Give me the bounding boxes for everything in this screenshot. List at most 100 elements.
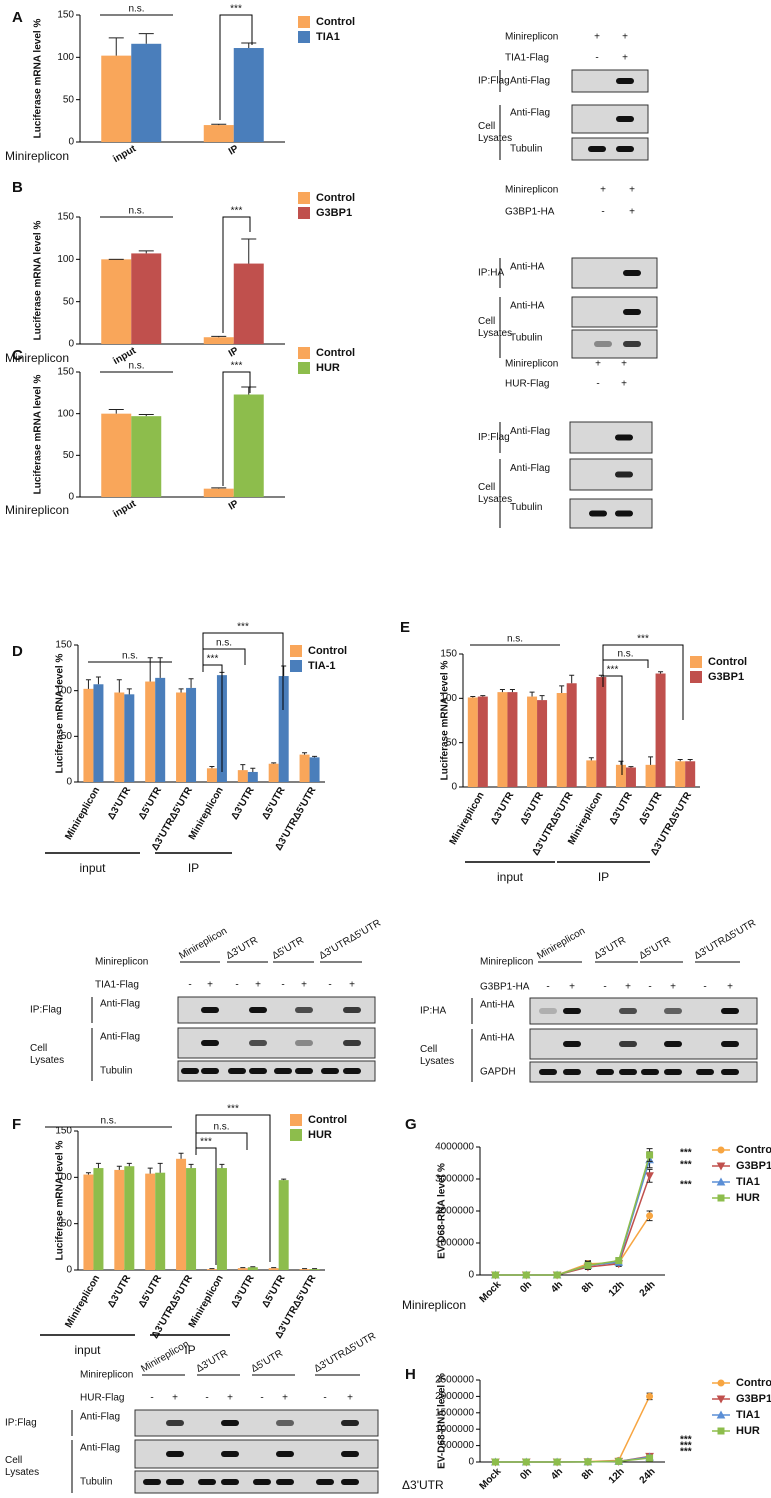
bar [155, 677, 166, 782]
x-tick-label: Δ5'UTR [637, 790, 665, 827]
x-tick-label: Δ5'UTR [260, 785, 288, 822]
bar [299, 1269, 310, 1270]
blot-band [201, 1040, 219, 1046]
blot-band [616, 116, 634, 122]
bar [309, 1269, 320, 1270]
antibody-label: Anti-Flag [100, 999, 140, 1010]
blot-band [249, 1068, 267, 1074]
sign: + [255, 980, 261, 991]
significance-bracket [195, 1114, 271, 1262]
blot-membrane [569, 458, 653, 491]
antibody-label: Anti-Flag [80, 1443, 120, 1454]
group-label: input [497, 870, 524, 884]
error-bar [178, 688, 184, 693]
group-label: Lysates [478, 494, 512, 505]
group-label: IP:Flag [5, 1418, 37, 1429]
bar [131, 416, 162, 497]
blot-band [166, 1479, 184, 1485]
significance-bracket [202, 632, 284, 710]
error-bar [178, 1152, 184, 1159]
error-bar [211, 487, 227, 489]
bar [203, 125, 234, 142]
marker [491, 1271, 499, 1279]
marker [615, 1257, 623, 1265]
panel-label: F [12, 1116, 21, 1133]
sign: + [622, 32, 628, 43]
legend-label: HUR [736, 1192, 760, 1204]
error-bar [157, 1162, 163, 1173]
sign: + [621, 359, 627, 370]
antibody-label: Anti-Flag [510, 463, 550, 474]
error-bar [138, 414, 154, 417]
bar [467, 697, 478, 787]
bar [186, 1168, 197, 1270]
sign: + [227, 1393, 233, 1404]
y-tick-label: 0 [66, 777, 72, 788]
bar [596, 677, 607, 787]
significance-label: n.s. [128, 4, 144, 15]
error-bar [281, 665, 287, 677]
bar [233, 394, 264, 497]
x-tick-label: Δ3'UTR [229, 785, 257, 822]
blot-band [341, 1420, 359, 1426]
sign: - [546, 982, 549, 993]
blot-membrane [571, 329, 658, 359]
y-axis-label: Luciferase mRNA level % [55, 1141, 66, 1261]
significance-label: *** [680, 1148, 692, 1159]
bar [625, 767, 636, 787]
blot-band [295, 1068, 313, 1074]
blot-band [221, 1420, 239, 1426]
y-tick-label: 50 [446, 737, 458, 748]
blot-band [341, 1479, 359, 1485]
blot-band [594, 341, 612, 347]
blot-band [539, 1008, 557, 1014]
y-axis-label: Luciferase mRNA level % [440, 661, 451, 781]
significance-label: *** [227, 1104, 239, 1115]
x-axis-label: Minireplicon [402, 1298, 466, 1312]
x-tick-label: input [111, 498, 138, 520]
y-tick-label: 50 [63, 450, 75, 461]
error-bar [302, 752, 308, 755]
error-bar [108, 37, 124, 56]
x-tick-label: Δ5'UTR [260, 1273, 288, 1310]
legend-label: TIA1 [316, 31, 340, 43]
blot-band [343, 1007, 361, 1013]
legend-label: Control [708, 656, 747, 668]
blot-band [616, 78, 634, 84]
x-tick-label: Δ3'UTR [607, 790, 635, 827]
error-bar [250, 767, 256, 772]
column-label: Minireplicon [139, 1339, 191, 1375]
x-tick-label: 4h [549, 1279, 565, 1295]
blot-band [321, 1068, 339, 1074]
bar [131, 253, 162, 344]
blot-band [641, 1069, 659, 1075]
x-tick-label: IP [227, 345, 241, 359]
y-tick-label: 150 [57, 367, 74, 378]
error-bar [480, 695, 486, 697]
row-label: G3BP1-HA [480, 982, 530, 993]
marker [646, 1392, 654, 1400]
group-label: input [74, 1343, 101, 1357]
marker [717, 1146, 725, 1154]
x-tick-label: Minireplicon [448, 790, 487, 847]
significance-bracket [602, 644, 684, 720]
y-tick-label: 0 [468, 1270, 474, 1281]
antibody-label: Anti-Flag [100, 1032, 140, 1043]
antibody-label: Tubulin [510, 144, 542, 155]
significance-label: n.s. [213, 1122, 229, 1133]
group-label: Cell [478, 482, 495, 493]
x-tick-label: input [111, 143, 138, 165]
bar [216, 1168, 227, 1270]
blot-band [589, 510, 607, 517]
row-label: HUR-Flag [80, 1393, 124, 1404]
bar [101, 55, 132, 142]
sign: - [595, 53, 598, 64]
column-label: Δ3'UTR [194, 1348, 230, 1375]
error-bar [559, 685, 565, 694]
legend-label: TIA1 [736, 1176, 760, 1188]
y-tick-label: 50 [61, 731, 73, 742]
sign: + [569, 982, 575, 993]
marker [717, 1379, 725, 1387]
legend-label: HUR [308, 1129, 332, 1141]
group-label: Lysates [5, 1467, 39, 1478]
